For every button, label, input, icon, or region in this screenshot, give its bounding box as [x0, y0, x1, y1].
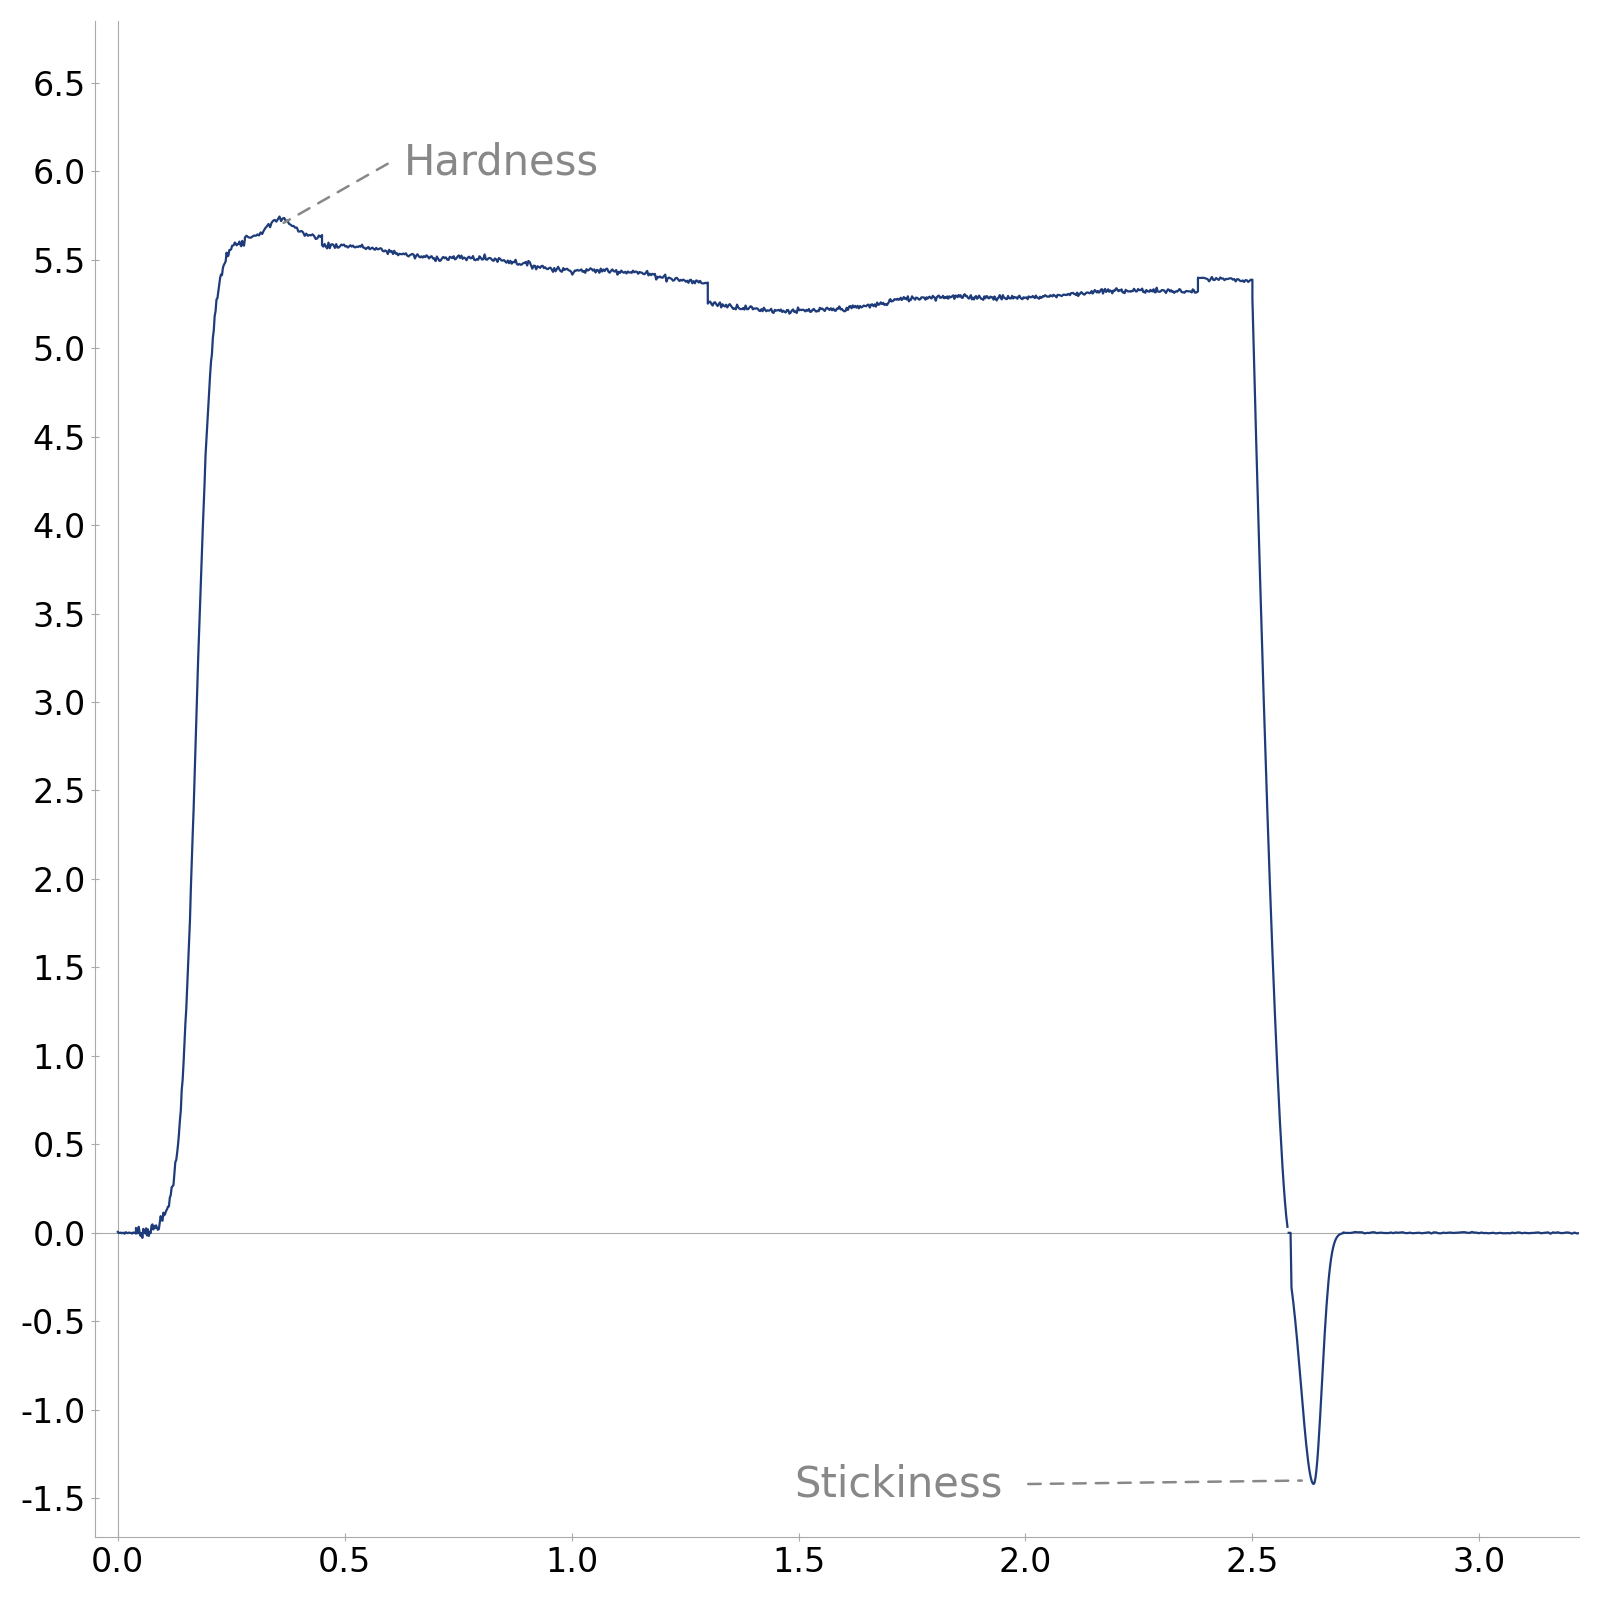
- Text: Stickiness: Stickiness: [795, 1462, 1003, 1506]
- Text: Hardness: Hardness: [403, 141, 598, 184]
